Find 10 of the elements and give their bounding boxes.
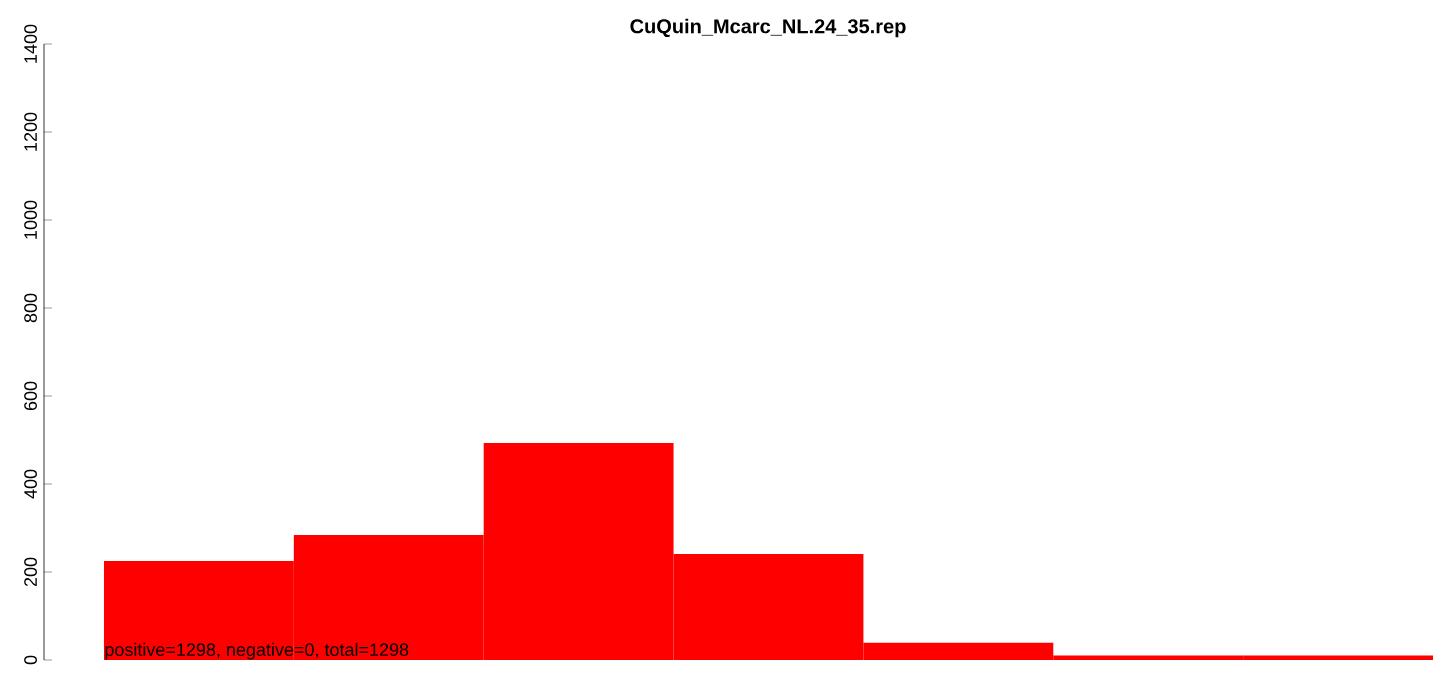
annotation: positive=1298, negative=0, total=1298	[105, 642, 409, 660]
y-tick-label: 600	[24, 381, 37, 411]
chart-title: CuQuin_Mcarc_NL.24_35.rep	[630, 18, 906, 38]
y-tick-label: 0	[24, 655, 37, 665]
y-tick-label: 1200	[24, 112, 37, 151]
y-tick-label: 800	[24, 293, 37, 323]
y-tick-label: 400	[24, 469, 37, 499]
y-tick-label: 1400	[24, 24, 37, 63]
y-tick-label: 1000	[24, 200, 37, 239]
y-tick-label: 200	[24, 557, 37, 587]
